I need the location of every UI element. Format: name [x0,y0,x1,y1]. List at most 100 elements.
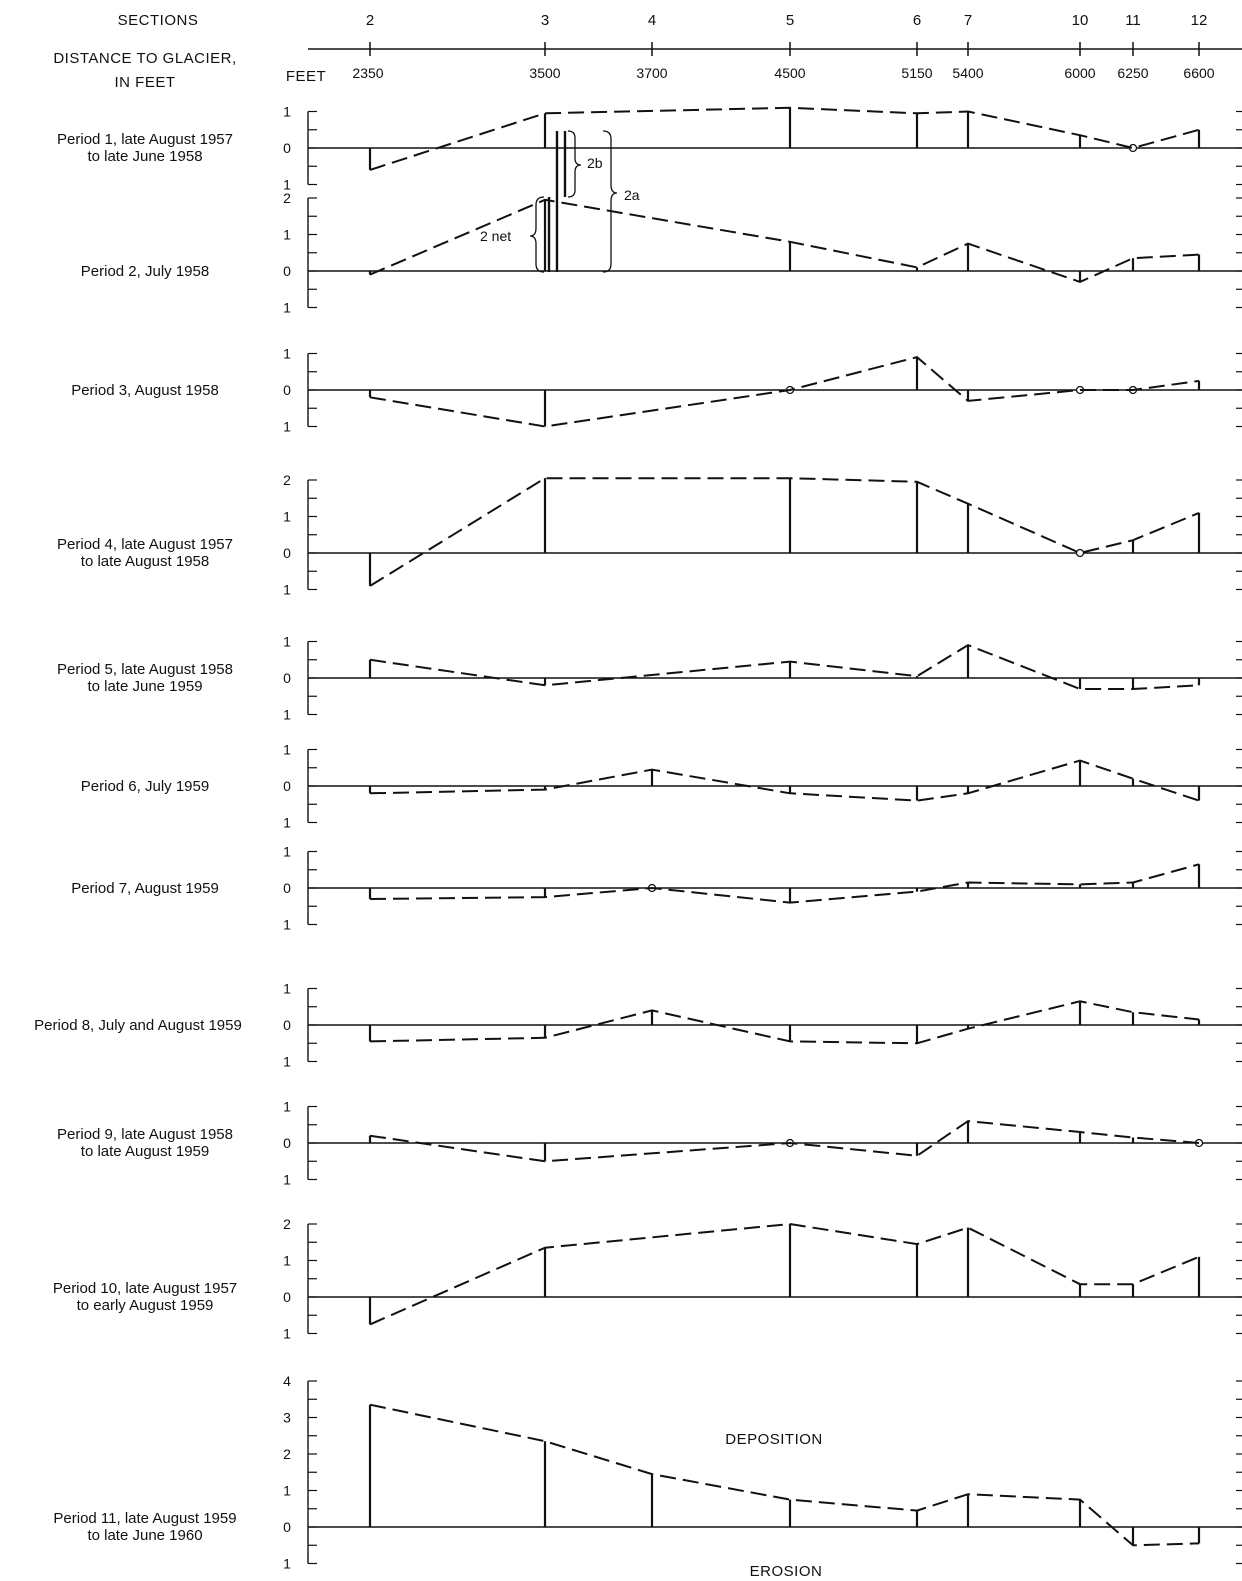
y-tick-label-period-7: 1 [283,844,291,860]
profile-line-period-10 [369,1222,1200,1326]
period-label-5-line1: Period 5, late August 1958 [57,661,233,678]
distance-label-4500: 4500 [774,65,805,81]
y-tick-label-period-11: 1 [283,1483,291,1499]
profile-line-period-7 [369,863,1200,904]
y-tick-label-period-8: 0 [283,1017,291,1033]
profile-line-period-2 [369,198,1200,283]
distance-label-6250: 6250 [1117,65,1148,81]
y-tick-label-period-10: 1 [283,1253,291,1269]
distance-label-5400: 5400 [952,65,983,81]
panel-period-7: Period 7, August 1959 1 0 1 [71,844,1242,933]
y-tick-label-period-4: 1 [283,509,291,525]
period-label-2-line1: Period 2, July 1958 [81,263,209,280]
period-label-5-line2: to late June 1959 [87,678,202,695]
profile-line-period-9 [369,1120,1200,1163]
y-tick-label-period-1: 0 [283,140,291,156]
distance-label-3500: 3500 [529,65,560,81]
profile-line-period-11 [369,1403,1200,1547]
period-label-6-line1: Period 6, July 1959 [81,778,209,795]
y-tick-label-period-2: 1 [283,300,291,316]
y-tick-label-period-8: 1 [283,981,291,997]
period-label-4-line1: Period 4, late August 1957 [57,536,233,553]
y-tick-label-period-9: 1 [283,1172,291,1188]
y-tick-label-period-10: 1 [283,1326,291,1342]
profile-line-period-6 [369,759,1200,802]
profile-line-period-3 [369,356,1200,428]
distance-label-5150: 5150 [901,65,932,81]
panel-period-3: Period 3, August 1958 1 0 1 [71,346,1242,435]
profile-line-period-8 [369,1000,1200,1045]
profile-line-period-1 [369,106,1200,171]
y-tick-label-period-11: 1 [283,1556,291,1572]
y-tick-label-period-3: 1 [283,419,291,435]
period-label-9-line2: to late August 1959 [81,1143,209,1160]
panel-period-2: Period 2, July 1958 2 1 0 1 [81,190,1242,316]
deposition-label: DEPOSITION [725,1431,823,1448]
section-label-3: 3 [541,12,549,29]
profile-line-period-5 [369,643,1200,690]
y-tick-label-period-8: 1 [283,1054,291,1070]
period-label-4-line2: to late August 1958 [81,553,209,570]
y-tick-label-period-3: 0 [283,382,291,398]
y-tick-label-period-7: 1 [283,917,291,933]
y-tick-label-period-5: 1 [283,707,291,723]
y-tick-label-period-6: 1 [283,815,291,831]
brace-2b [567,130,582,198]
y-tick-label-period-4: 0 [283,545,291,561]
period-label-11-line1: Period 11, late August 1959 [53,1510,236,1527]
y-tick-label-period-11: 0 [283,1519,291,1535]
distance-label-6000: 6000 [1064,65,1095,81]
period-label-10-line1: Period 10, late August 1957 [53,1280,237,1297]
y-tick-label-period-2: 0 [283,263,291,279]
y-tick-label-period-6: 0 [283,778,291,794]
y-tick-label-period-2: 2 [283,190,291,206]
y-tick-label-period-6: 1 [283,742,291,758]
period-label-9-line1: Period 9, late August 1958 [57,1126,233,1143]
y-tick-label-period-1: 1 [283,177,291,193]
y-tick-label-period-3: 1 [283,346,291,362]
feet-label: FEET [286,68,326,85]
panel-period-6: Period 6, July 1959 1 0 1 [81,742,1242,831]
period-label-1-line1: Period 1, late August 1957 [57,131,233,148]
period-label-10-line2: to early August 1959 [77,1297,214,1314]
y-tick-label-period-11: 2 [283,1446,291,1462]
section-label-11: 11 [1125,12,1141,29]
y-tick-label-period-10: 2 [283,1216,291,1232]
y-tick-label-period-5: 1 [283,634,291,650]
y-tick-label-period-9: 0 [283,1135,291,1151]
period2-component-bars [547,131,567,272]
zero-marker-period-4-sec-10 [1075,548,1085,558]
y-tick-label-period-4: 1 [283,582,291,598]
section-columns: 2 3 4 5 6 7 10 11 12 2350 3500 3700 4500 5150 5400 6000… [352,12,1214,81]
section-label-5: 5 [786,12,794,29]
period-label-8-line1: Period 8, July and August 1959 [34,1017,242,1034]
y-tick-label-period-10: 0 [283,1289,291,1305]
section-label-7: 7 [964,12,972,29]
y-tick-label-period-1: 1 [283,104,291,120]
distance-label-3700: 3700 [636,65,667,81]
section-label-2: 2 [366,12,374,29]
panel-period-8: Period 8, July and August 1959 1 0 1 [34,981,1242,1070]
y-tick-label-period-2: 1 [283,227,291,243]
y-tick-label-period-9: 1 [283,1099,291,1115]
y-tick-label-period-11: 4 [283,1373,291,1389]
period-label-1-line2: to late June 1958 [87,148,202,165]
profile-line-period-4 [369,477,1200,587]
period-label-3-line1: Period 3, August 1958 [71,382,219,399]
section-label-10: 10 [1072,12,1089,29]
annotation-2b: 2b [587,155,603,171]
distance-label-6600: 6600 [1183,65,1214,81]
brace-2-net [529,196,545,273]
section-label-6: 6 [913,12,921,29]
brace-2a [602,130,618,273]
y-tick-label-period-11: 3 [283,1410,291,1426]
period2-braces [529,130,618,273]
